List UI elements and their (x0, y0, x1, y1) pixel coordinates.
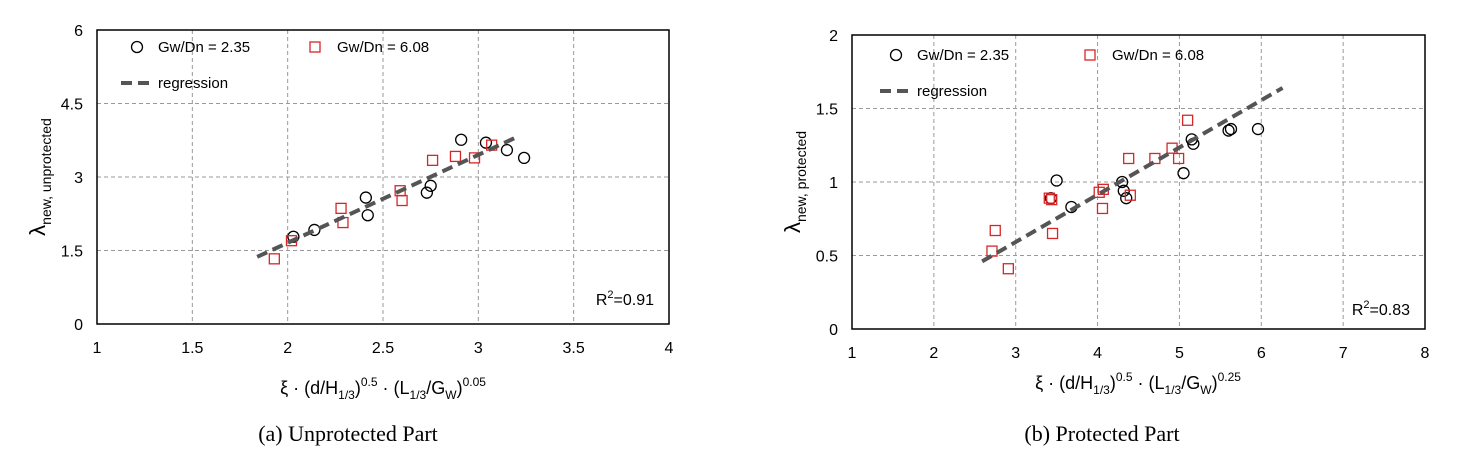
chart-b-grid (852, 35, 1425, 329)
legend-circle-marker (130, 40, 144, 54)
chart-a-legend: Gw/Dn = 2.35 Gw/Dn = 6.08 regression (121, 39, 429, 92)
legend-label-regression: regression (917, 83, 987, 100)
x-tick-label: 4 (665, 340, 674, 357)
point-gw-2-35 (420, 186, 434, 199)
point-gw-2-35 (1177, 167, 1190, 180)
chart-protected: 1 2 3 4 5 6 7 8 0 0.5 1 1.5 2 Gw/Dn = 2.35 Gw/Dn = 6.… (780, 28, 1430, 446)
y-tick-label: 1.5 (816, 102, 838, 119)
chart-a-ticks: 1 1.5 2 2.5 3 3.5 4 0 1.5 3 4.5 6 (61, 23, 674, 357)
y-tick-label: 3 (74, 170, 83, 187)
legend-square-marker (1084, 49, 1096, 61)
chart-a-caption: (a) Unprotected Part (258, 421, 438, 446)
point-gw-6-08 (449, 150, 462, 163)
legend-label-gw-6-08: Gw/Dn = 6.08 (1112, 47, 1204, 64)
regression-line (256, 134, 520, 259)
point-gw-6-08 (1002, 263, 1014, 275)
chart-b-y-axis-label: λnew, protected (780, 131, 809, 233)
chart-a-grid (97, 30, 669, 324)
legend-label-gw-2-35: Gw/Dn = 2.35 (158, 39, 250, 56)
x-tick-label: 3 (474, 340, 483, 357)
x-tick-label: 1 (848, 345, 857, 362)
chart-b-x-axis-label: ξ · (d/H1/3)0.5 · (L1/3/GW)0.25 (1035, 370, 1241, 397)
point-gw-6-08 (1172, 152, 1185, 165)
y-tick-label: 4.5 (61, 97, 83, 114)
x-tick-label: 4 (1093, 345, 1102, 362)
point-gw-2-35 (500, 143, 514, 157)
point-gw-6-08 (468, 152, 481, 164)
point-gw-6-08 (1123, 152, 1135, 165)
x-tick-label: 7 (1339, 345, 1348, 362)
x-tick-label: 6 (1257, 345, 1266, 362)
chart-b-ticks: 1 2 3 4 5 6 7 8 0 0.5 1 1.5 2 (816, 28, 1430, 362)
x-tick-label: 2.5 (372, 340, 394, 357)
y-tick-label: 0 (829, 322, 838, 339)
point-gw-6-08 (1046, 193, 1058, 206)
legend-circle-marker (889, 48, 903, 62)
chart-a-x-axis-label: ξ · (d/H1/3)0.5 · (L1/3/GW)0.05 (280, 375, 486, 402)
point-gw-2-35 (517, 151, 531, 165)
point-gw-6-08 (426, 154, 439, 166)
point-gw-6-08 (989, 224, 1001, 237)
point-gw-2-35 (1224, 122, 1238, 136)
point-gw-2-35 (424, 179, 437, 192)
legend-label-regression: regression (158, 75, 228, 92)
point-gw-6-08 (268, 253, 280, 265)
point-gw-2-35 (359, 191, 372, 204)
y-tick-label: 0 (74, 317, 83, 334)
x-tick-label: 2 (283, 340, 292, 357)
point-gw-6-08 (986, 245, 998, 257)
point-gw-6-08 (1046, 227, 1059, 240)
point-gw-2-35 (1050, 174, 1063, 187)
point-gw-6-08 (1043, 192, 1055, 204)
point-gw-2-35 (1222, 124, 1235, 137)
chart-a-r2-annotation: R2=0.91 (596, 289, 654, 309)
chart-b-r2-annotation: R2=0.83 (1352, 299, 1410, 319)
y-tick-label: 0.5 (816, 249, 838, 266)
point-gw-2-35 (479, 136, 493, 149)
point-gw-2-35 (455, 133, 468, 146)
y-tick-label: 2 (829, 28, 838, 45)
point-gw-6-08 (1124, 189, 1136, 201)
x-tick-label: 2 (929, 345, 938, 362)
y-tick-label: 1 (829, 175, 838, 192)
point-gw-2-35 (1120, 192, 1133, 205)
x-tick-label: 1 (93, 340, 102, 357)
legend-label-gw-2-35: Gw/Dn = 2.35 (917, 47, 1009, 64)
chart-a-plot-frame (96, 29, 670, 325)
chart-b-legend: Gw/Dn = 2.35 Gw/Dn = 6.08 regression (880, 47, 1204, 100)
point-gw-6-08 (1181, 114, 1194, 126)
legend-square-marker (309, 41, 321, 53)
chart-b-caption: (b) Protected Part (1024, 421, 1179, 446)
y-tick-label: 1.5 (61, 244, 83, 261)
point-gw-6-08 (335, 202, 347, 215)
x-tick-label: 1.5 (181, 340, 203, 357)
point-gw-6-08 (396, 194, 408, 207)
chart-a-y-axis-label: λnew, unprotected (25, 118, 54, 236)
point-gw-6-08 (1096, 202, 1109, 215)
regression-line (981, 86, 1284, 264)
chart-unprotected: 1 1.5 2 2.5 3 3.5 401.534.56 Gw/Dn = 2.35 Gw/Dn… (25, 23, 674, 446)
x-tick-label: 8 (1421, 345, 1430, 362)
chart-b-marks (981, 86, 1284, 275)
x-tick-label: 3.5 (563, 340, 585, 357)
x-tick-label: 3 (1011, 345, 1020, 362)
chart-b-plot-frame (851, 34, 1426, 330)
point-gw-2-35 (361, 209, 374, 222)
y-tick-label: 6 (74, 23, 83, 40)
legend-label-gw-6-08: Gw/Dn = 6.08 (337, 39, 429, 56)
point-gw-2-35 (1251, 122, 1265, 136)
chart-a-marks (256, 133, 531, 265)
x-tick-label: 5 (1175, 345, 1184, 362)
